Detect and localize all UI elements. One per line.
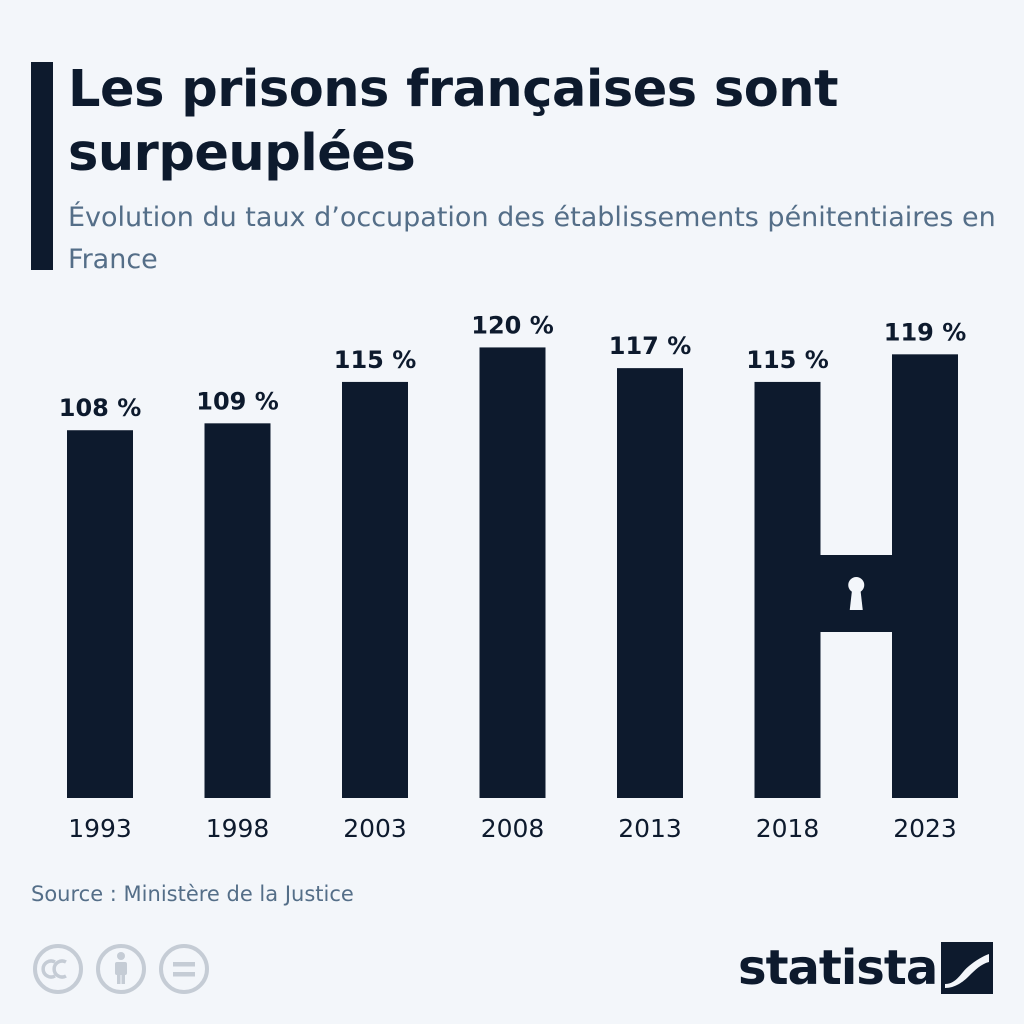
value-label-1993: 108 % [59,394,142,422]
bar-2003 [342,381,408,798]
value-label-2018: 115 % [746,346,829,374]
chart-subtitle: Évolution du taux d’occupation des établ… [68,202,996,275]
x-tick-label-2023: 2023 [893,814,957,843]
keyhole-icon [848,577,865,610]
cc-icon[interactable] [33,944,83,994]
statista-logo[interactable]: statista [738,938,998,998]
prison-door-group [819,555,893,632]
bar-2013 [617,368,683,798]
x-tick-label-1998: 1998 [206,814,270,843]
x-tick-label-2003: 2003 [343,814,407,843]
brand-name: statista [738,940,938,996]
no-derivatives-icon[interactable] [159,944,209,994]
bar-1993 [67,430,133,798]
statista-logo-icon [941,942,993,994]
value-label-2023: 119 % [884,318,967,346]
bar-2008 [479,347,546,798]
title-accent-bar [31,62,53,270]
bar-1998 [204,423,271,798]
value-labels-group: 108 % 109 % 115 % 120 % 117 % 115 % 119 % [59,311,967,422]
source-note: Source : Ministère de la Justice [31,882,354,906]
value-label-2013: 117 % [609,332,692,360]
bars-group [67,347,958,798]
x-axis-labels-group: 1993 1998 2003 2008 2013 2018 2023 [68,814,957,843]
license-icons [33,944,209,994]
x-tick-label-2013: 2013 [618,814,682,843]
value-label-2008: 120 % [471,311,554,339]
chart-title: Les prisons françaises sont surpeuplées [68,60,838,183]
attribution-icon[interactable] [96,944,146,994]
bar-2023 [892,354,958,798]
x-tick-label-2018: 2018 [756,814,820,843]
value-label-1998: 109 % [196,387,279,415]
bar-2018 [754,381,821,798]
x-tick-label-1993: 1993 [68,814,132,843]
x-tick-label-2008: 2008 [481,814,545,843]
value-label-2003: 115 % [334,346,417,374]
